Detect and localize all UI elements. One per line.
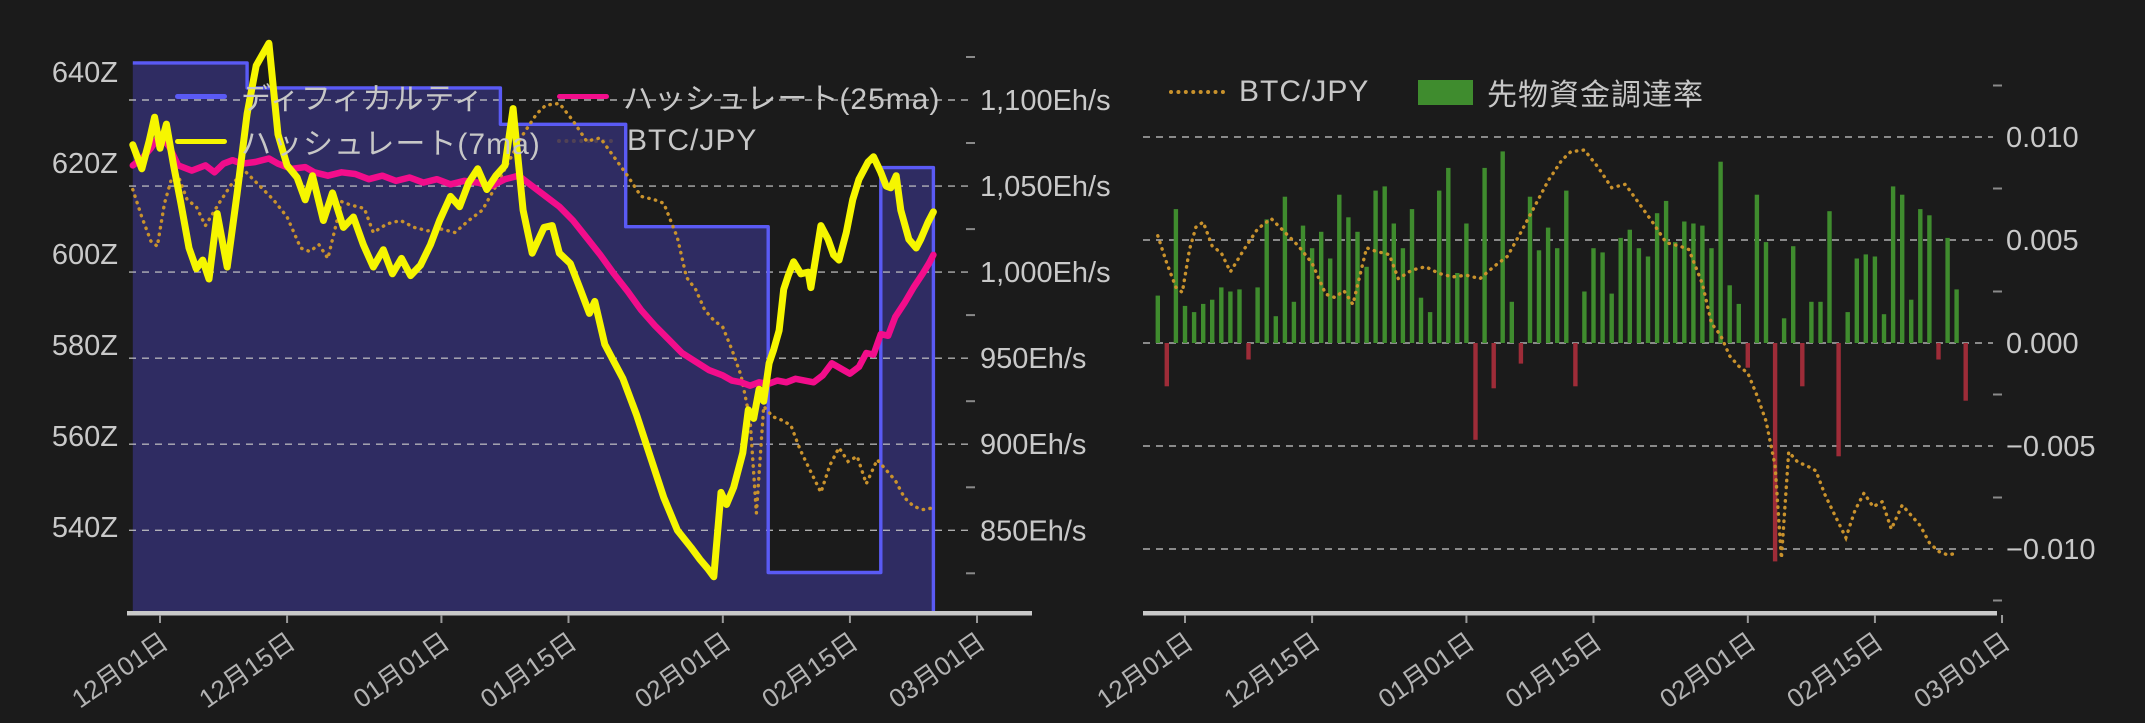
svg-text:0.005: 0.005: [2006, 225, 2079, 257]
svg-text:01月15日: 01月15日: [475, 626, 582, 714]
legend-label: ハッシュレート(7ma): [241, 128, 541, 161]
legend-item-btcjpy-right[interactable]: BTC/JPY: [1169, 74, 1369, 110]
svg-text:850Eh/s: 850Eh/s: [980, 515, 1086, 547]
svg-text:−0.005: −0.005: [2006, 431, 2096, 463]
svg-text:640Z: 640Z: [52, 57, 118, 89]
svg-text:0.000: 0.000: [2006, 328, 2079, 360]
svg-text:560Z: 560Z: [52, 421, 118, 453]
svg-text:03月01日: 03月01日: [883, 626, 990, 714]
svg-text:950Eh/s: 950Eh/s: [980, 343, 1086, 375]
svg-text:02月01日: 02月01日: [1654, 626, 1761, 714]
svg-text:12月15日: 12月15日: [193, 626, 300, 714]
btcjpy-dotted-swatch: [1169, 90, 1225, 94]
svg-text:12月15日: 12月15日: [1218, 626, 1325, 714]
svg-text:03月01日: 03月01日: [1908, 626, 2015, 714]
svg-text:1,050Eh/s: 1,050Eh/s: [980, 171, 1111, 203]
legend-label: ディフィカルティ: [241, 83, 485, 116]
hashrate-7ma-line-swatch: [175, 138, 227, 144]
btcjpy-dotted-swatch: [557, 139, 613, 143]
svg-text:580Z: 580Z: [52, 330, 118, 362]
svg-text:1,100Eh/s: 1,100Eh/s: [980, 85, 1111, 117]
hashrate-difficulty-chart: 640Z 620Z 600Z 580Z 560Z 540Z 1,100Eh/s 1,050Eh…: [52, 39, 1111, 714]
svg-text:600Z: 600Z: [52, 239, 118, 271]
hashrate-25ma-line-swatch: [557, 93, 609, 99]
svg-text:12月01日: 12月01日: [66, 626, 173, 714]
svg-text:1,000Eh/s: 1,000Eh/s: [980, 257, 1111, 289]
legend-item-hashrate-7ma[interactable]: ハッシュレート(7ma): [175, 123, 541, 161]
difficulty-line-swatch: [175, 93, 227, 99]
svg-text:02月15日: 02月15日: [756, 626, 863, 714]
legend-item-funding-rate[interactable]: 先物資金調達率: [1418, 74, 1704, 112]
svg-text:0.010: 0.010: [2006, 122, 2079, 154]
legend-item-hashrate-25ma[interactable]: ハッシュレート(25ma): [557, 78, 940, 116]
legend-label: BTC/JPY: [1239, 75, 1370, 108]
funding-rate-chart: 0.010 0.005 0.000 −0.005 −0.010 12月01日 12月15日 0…: [1091, 84, 2096, 714]
svg-text:540Z: 540Z: [52, 512, 118, 544]
svg-text:12月01日: 12月01日: [1091, 626, 1198, 714]
svg-text:−0.010: −0.010: [2006, 534, 2096, 566]
svg-text:01月15日: 01月15日: [1500, 626, 1607, 714]
svg-text:02月15日: 02月15日: [1781, 626, 1888, 714]
svg-text:900Eh/s: 900Eh/s: [980, 429, 1086, 461]
svg-text:01月01日: 01月01日: [348, 626, 455, 714]
svg-text:01月01日: 01月01日: [1373, 626, 1480, 714]
legend-label: 先物資金調達率: [1487, 79, 1704, 112]
svg-text:620Z: 620Z: [52, 148, 118, 180]
legend-label: ハッシュレート(25ma): [623, 83, 941, 116]
legend-item-btcjpy-left[interactable]: BTC/JPY: [557, 123, 757, 159]
legend-item-difficulty[interactable]: ディフィカルティ: [175, 78, 485, 116]
funding-rate-bar-swatch: [1418, 79, 1473, 105]
legend-label: BTC/JPY: [627, 124, 758, 157]
svg-text:02月01日: 02月01日: [629, 626, 736, 714]
